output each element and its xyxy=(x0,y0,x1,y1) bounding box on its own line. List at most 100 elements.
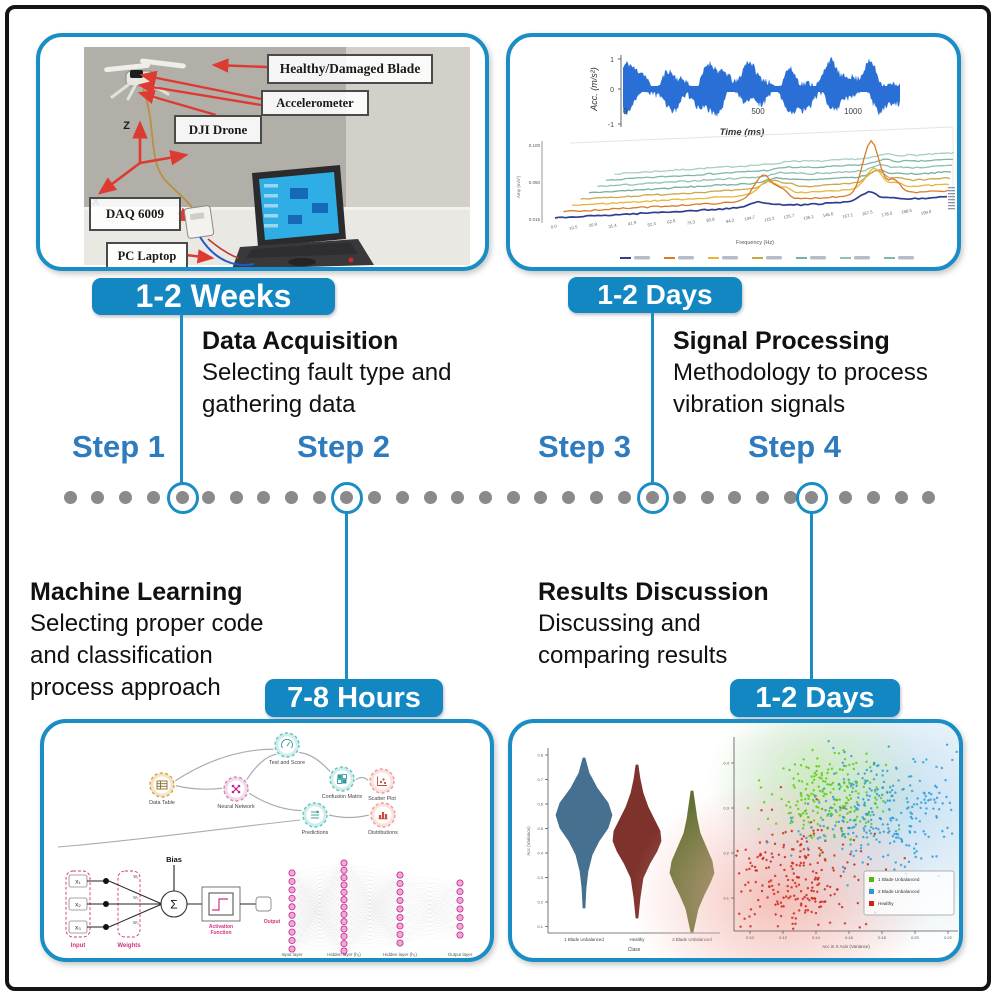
svg-text:0.14: 0.14 xyxy=(812,935,821,940)
svg-text:0.10: 0.10 xyxy=(746,935,755,940)
svg-text:0.16: 0.16 xyxy=(845,935,854,940)
timeline-dot xyxy=(423,491,437,504)
confusion-matrix-icon xyxy=(337,774,347,784)
waveform-ytick: -1 xyxy=(608,122,614,129)
timeline-dot xyxy=(672,491,686,504)
svg-text:125.7: 125.7 xyxy=(783,213,795,220)
workflow-node-confusion-matrix: Confusion Matrix xyxy=(322,766,363,800)
step-marker-1 xyxy=(167,482,199,514)
scatter-plot-icon xyxy=(377,776,387,786)
scatter-legend-label: 2 Blade Unbalanced xyxy=(878,889,920,894)
svg-text:w₂: w₂ xyxy=(133,895,139,901)
svg-text:0.0: 0.0 xyxy=(550,223,557,229)
output-label: Output xyxy=(264,919,281,925)
svg-text:0.5: 0.5 xyxy=(537,826,543,831)
workflow-node-label: Confusion Matrix xyxy=(322,794,363,800)
outer-border xyxy=(5,5,991,991)
violin-category-label: Healthy xyxy=(630,937,646,942)
timeline-dot xyxy=(479,491,492,504)
timeline-dot xyxy=(562,491,576,504)
timeline-dot xyxy=(866,491,880,504)
svg-text:0.18: 0.18 xyxy=(878,935,887,940)
nn-layer-label: Hidden layer (h₂) xyxy=(383,952,417,957)
timeline-dot xyxy=(700,491,714,504)
data-acquisition-title: Data Acquisition xyxy=(202,327,399,355)
data-acquisition-photo-panel: ZX Healthy/Damaged Blade Accelerometer D… xyxy=(36,33,489,271)
svg-text:0.1: 0.1 xyxy=(537,924,543,929)
step-3-label: Step 3 xyxy=(538,429,632,464)
timeline-dot xyxy=(617,491,631,504)
timeline-dot xyxy=(285,491,299,504)
machine-learning-title: Machine Learning xyxy=(30,578,243,606)
timeline-dot xyxy=(534,491,548,504)
svg-text:0.3: 0.3 xyxy=(537,875,543,880)
svg-text:0: 0 xyxy=(623,107,628,116)
bias-label: Bias xyxy=(166,855,182,864)
predictions-icon xyxy=(311,810,319,819)
waveform-ylabel: Acc. (m/s²) xyxy=(589,67,599,112)
svg-text:31.4: 31.4 xyxy=(608,223,618,230)
svg-text:73.3: 73.3 xyxy=(686,219,696,226)
workflow-node-data-table: Data Table xyxy=(149,772,175,806)
timeline-dot xyxy=(589,491,603,504)
svg-text:146.6: 146.6 xyxy=(822,211,834,218)
svg-text:0.4: 0.4 xyxy=(537,851,543,856)
connector-line-step1 xyxy=(180,313,183,484)
svg-text:0.20: 0.20 xyxy=(911,935,920,940)
svg-text:20.9: 20.9 xyxy=(588,221,598,228)
machine-learning-body: Selecting proper code and classification… xyxy=(30,610,264,701)
scatter-legend: 1 Blade Unbalanced 2 Blade Unbalanced Heal… xyxy=(863,870,955,916)
input-label: Input xyxy=(71,943,86,949)
timeline-dot xyxy=(451,491,465,504)
svg-text:500: 500 xyxy=(751,107,765,116)
workflow-node-predictions: Predictions xyxy=(302,802,329,836)
sigma-symbol: Σ xyxy=(170,898,177,912)
connector-line-step4 xyxy=(810,512,813,680)
timeline-dot xyxy=(756,491,769,504)
workflow-node-test-score: Test and Score xyxy=(269,732,305,766)
scatter-legend-label: 1 Blade Unbalanced xyxy=(878,877,920,882)
nn-layers-diagram: Input layer Hidden layer (h₁) Hidden layer… xyxy=(281,859,473,957)
svg-text:0.1: 0.1 xyxy=(723,896,729,901)
svg-text:w₁: w₁ xyxy=(133,874,139,880)
signal-processing-block: Signal Processing Methodology to process… xyxy=(673,326,968,421)
svg-text:104.7: 104.7 xyxy=(744,214,756,221)
svg-text:Function: Function xyxy=(210,930,231,936)
neural-network-icon xyxy=(231,784,241,794)
connector-line-step2 xyxy=(345,512,348,680)
workflow-node-label: Predictions xyxy=(302,830,329,836)
svg-text:x₂: x₂ xyxy=(75,902,81,909)
svg-text:0.6: 0.6 xyxy=(537,802,543,807)
timeline-dot xyxy=(63,491,77,504)
svg-text:1000: 1000 xyxy=(844,107,862,116)
svg-text:178.0: 178.0 xyxy=(881,210,893,217)
data-table-icon xyxy=(156,780,168,790)
photo-label-daq: DAQ 6009 xyxy=(89,197,181,231)
workflow-node-label: Test and Score xyxy=(269,760,305,766)
results-figure: 0.8 0.7 0.6 0.5 0.4 0.3 0.2 0.1 Acc (Variance) 1 … xyxy=(526,723,959,958)
signal-plots-figure: Acc. (m/s²) 1 0 -1 0 500 1000 Time (ms) Am… xyxy=(516,55,955,260)
waveform-ytick: 0 xyxy=(610,87,614,94)
signal-processing-panel: Acc. (m/s²) 1 0 -1 0 500 1000 Time (ms) Am… xyxy=(506,33,961,271)
results-discussion-block: Results Discussion Discussing and compar… xyxy=(538,577,808,672)
nn-layer-label: Input layer xyxy=(281,952,303,957)
svg-text:199.0: 199.0 xyxy=(920,209,932,216)
waveform-plot xyxy=(618,55,900,127)
step-4-label: Step 4 xyxy=(748,429,842,464)
timeline-dot xyxy=(922,491,936,504)
svg-text:10.5: 10.5 xyxy=(569,224,579,231)
svg-text:52.3: 52.3 xyxy=(647,221,657,228)
workflow-node-label: Scatter Plot xyxy=(368,796,396,802)
svg-text:62.8: 62.8 xyxy=(667,218,677,225)
waterfall-plot: Amp (m/s²) 0.0 10.5 20.9 31.4 41.9 52.3 62.8 73.… xyxy=(516,126,955,260)
svg-text:0.12: 0.12 xyxy=(779,935,788,940)
violin-xlabel: Class xyxy=(628,947,641,953)
timeline-dot xyxy=(395,491,409,504)
nn-layer-label: Output layer xyxy=(448,952,473,957)
svg-text:188.5: 188.5 xyxy=(901,208,913,215)
data-acquisition-body: Selecting fault type and gathering data xyxy=(202,359,452,418)
weights-label: Weights xyxy=(117,943,141,949)
waterfall-xlabel: Frequency (Hz) xyxy=(736,240,774,246)
workflow-node-distributions: Distributions xyxy=(368,802,398,836)
